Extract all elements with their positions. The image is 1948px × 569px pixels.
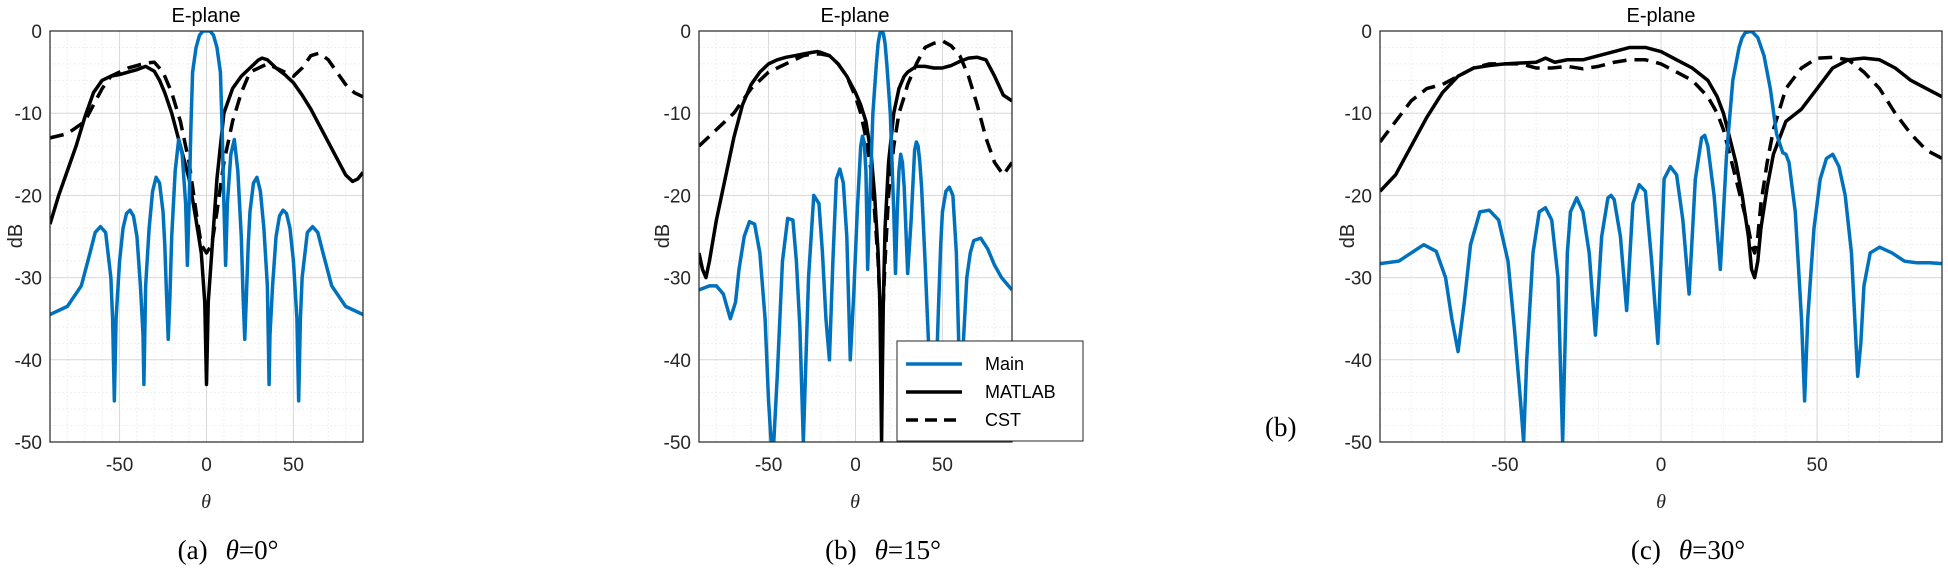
caption-symbol: θ (226, 535, 239, 565)
y-axis-label: dB (5, 224, 27, 248)
axes-box (698, 30, 1013, 443)
y-tick-label: -50 (1345, 433, 1372, 454)
y-tick-label: 0 (680, 22, 691, 43)
legend-label-main: Main (985, 354, 1024, 374)
stray-label: (b) (1265, 412, 1296, 442)
series-line-cst (50, 51, 363, 255)
x-tick-label: -50 (1491, 455, 1518, 476)
x-tick-label: 50 (932, 455, 953, 476)
series-line-main (1380, 31, 1942, 442)
x-tick-label: 50 (283, 455, 304, 476)
series-layer (1380, 31, 1942, 442)
x-axis-label: θ (1656, 491, 1666, 513)
y-tick-label: 0 (1361, 22, 1372, 43)
x-axis-label: θ (201, 491, 211, 513)
y-tick-label: -30 (1345, 269, 1372, 290)
caption-value: =0° (239, 535, 279, 565)
axes-box (49, 30, 364, 443)
y-tick-label: 0 (31, 22, 42, 43)
caption-prefix: (c) (1631, 535, 1661, 565)
panel-caption: (a) θ=0° (178, 535, 279, 565)
y-tick-label: -30 (664, 269, 691, 290)
caption-value: =15° (888, 535, 941, 565)
y-tick-label: -10 (664, 104, 691, 125)
y-tick-label: -30 (15, 269, 42, 290)
panel-title: E-plane (172, 5, 241, 27)
panel-a: -50 0 50 0 -10 -20 -30 -40 -50 E-plane dB θ (a) θ… (5, 5, 364, 565)
panel-title: E-plane (1627, 5, 1696, 27)
x-tick-label: 0 (850, 455, 861, 476)
panel-caption: (c) θ=30° (1631, 535, 1745, 565)
tick-layer: -50 0 50 0 -10 -20 -30 -40 -50 (1345, 22, 1828, 476)
caption-symbol: θ (875, 535, 888, 565)
tick-layer: -50 0 50 0 -10 -20 -30 -40 -50 (664, 22, 953, 476)
y-axis-label: dB (1337, 224, 1359, 248)
x-axis-label: θ (850, 491, 860, 513)
series-layer (50, 31, 363, 403)
y-tick-label: -40 (1345, 351, 1372, 372)
caption-prefix: (b) (825, 535, 856, 565)
y-tick-label: -20 (15, 186, 42, 207)
y-tick-label: -10 (15, 104, 42, 125)
series-layer (699, 31, 1012, 442)
x-tick-label: 0 (201, 455, 212, 476)
axes-box (1379, 30, 1943, 443)
tick-layer: -50 0 50 0 -10 -20 -30 -40 -50 (15, 22, 304, 476)
y-tick-label: -40 (15, 351, 42, 372)
caption-value: =30° (1692, 535, 1745, 565)
y-tick-label: -10 (1345, 104, 1372, 125)
y-axis-label: dB (652, 224, 674, 248)
series-line-main (699, 31, 1012, 442)
legend: Main MATLAB CST (896, 340, 1084, 442)
series-line-cst (1380, 55, 1942, 255)
series-line-main (50, 31, 363, 403)
series-line-cst (699, 39, 1012, 337)
series-line-matlab (1380, 45, 1942, 280)
panel-caption: (b) θ=15° (825, 535, 941, 565)
panel-c: -50 0 50 0 -10 -20 -30 -40 -50 E-plane dB θ (c) θ… (1337, 5, 1943, 565)
y-tick-label: -20 (1345, 186, 1372, 207)
x-tick-label: -50 (755, 455, 782, 476)
y-tick-label: -20 (664, 186, 691, 207)
y-tick-label: -50 (664, 433, 691, 454)
x-tick-label: 50 (1807, 455, 1828, 476)
x-tick-label: 0 (1656, 455, 1667, 476)
legend-label-matlab: MATLAB (985, 382, 1056, 402)
y-tick-label: -40 (664, 351, 691, 372)
legend-label-cst: CST (985, 410, 1021, 430)
caption-symbol: θ (1679, 535, 1692, 565)
x-tick-label: -50 (106, 455, 133, 476)
panel-title: E-plane (821, 5, 890, 27)
panel-b: -50 0 50 0 -10 -20 -30 -40 -50 E-plane dB θ (b) θ… (652, 5, 1296, 565)
caption-prefix: (a) (178, 535, 208, 565)
y-tick-label: -50 (15, 433, 42, 454)
